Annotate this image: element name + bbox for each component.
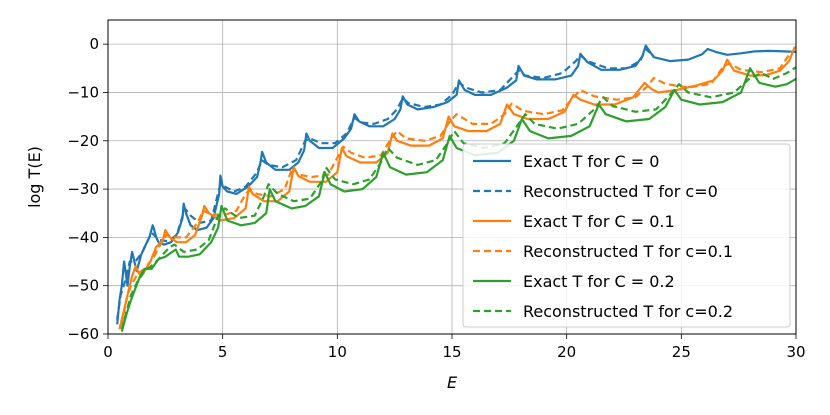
y-axis-label: log T(E): [25, 146, 44, 208]
legend: Exact T for C = 0 Reconstructed T for c=0…: [462, 143, 791, 328]
y-tick-label: −50: [67, 277, 99, 295]
series-line-recon1: [120, 50, 793, 325]
series-line-recon0: [116, 47, 655, 320]
legend-label-exact2: Exact T for C = 0.2: [523, 272, 675, 291]
y-tick-label: −30: [67, 180, 99, 198]
legend-label-recon2: Reconstructed T for c=0.2: [523, 302, 733, 321]
legend-label-recon1: Reconstructed T for c=0.1: [523, 242, 733, 261]
x-tick-label: 15: [442, 343, 461, 361]
x-tick-label: 20: [557, 343, 576, 361]
y-tick-label: 0: [89, 35, 99, 53]
legend-label-exact1: Exact T for C = 0.1: [523, 212, 675, 231]
series-line-exact2: [120, 67, 796, 332]
x-tick-label: 5: [218, 343, 228, 361]
axis-ticks: 0 5 10 15 20 25 30 0 −10 −20 −30 −40 −50 −60: [67, 35, 805, 361]
x-tick-label: 10: [328, 343, 347, 361]
y-tick-label: −60: [67, 325, 99, 343]
legend-box: [462, 143, 791, 328]
legend-label-exact0: Exact T for C = 0: [523, 152, 659, 171]
y-tick-label: −10: [67, 83, 99, 101]
x-axis-label: E: [447, 373, 458, 392]
x-tick-label: 30: [786, 343, 805, 361]
y-tick-label: −40: [67, 228, 99, 246]
y-tick-label: −20: [67, 132, 99, 150]
x-tick-label: 25: [672, 343, 691, 361]
series-line-recon2: [120, 66, 796, 330]
legend-label-recon0: Reconstructed T for c=0: [523, 182, 718, 201]
x-tick-label: 0: [103, 343, 113, 361]
series-group: [116, 44, 796, 332]
